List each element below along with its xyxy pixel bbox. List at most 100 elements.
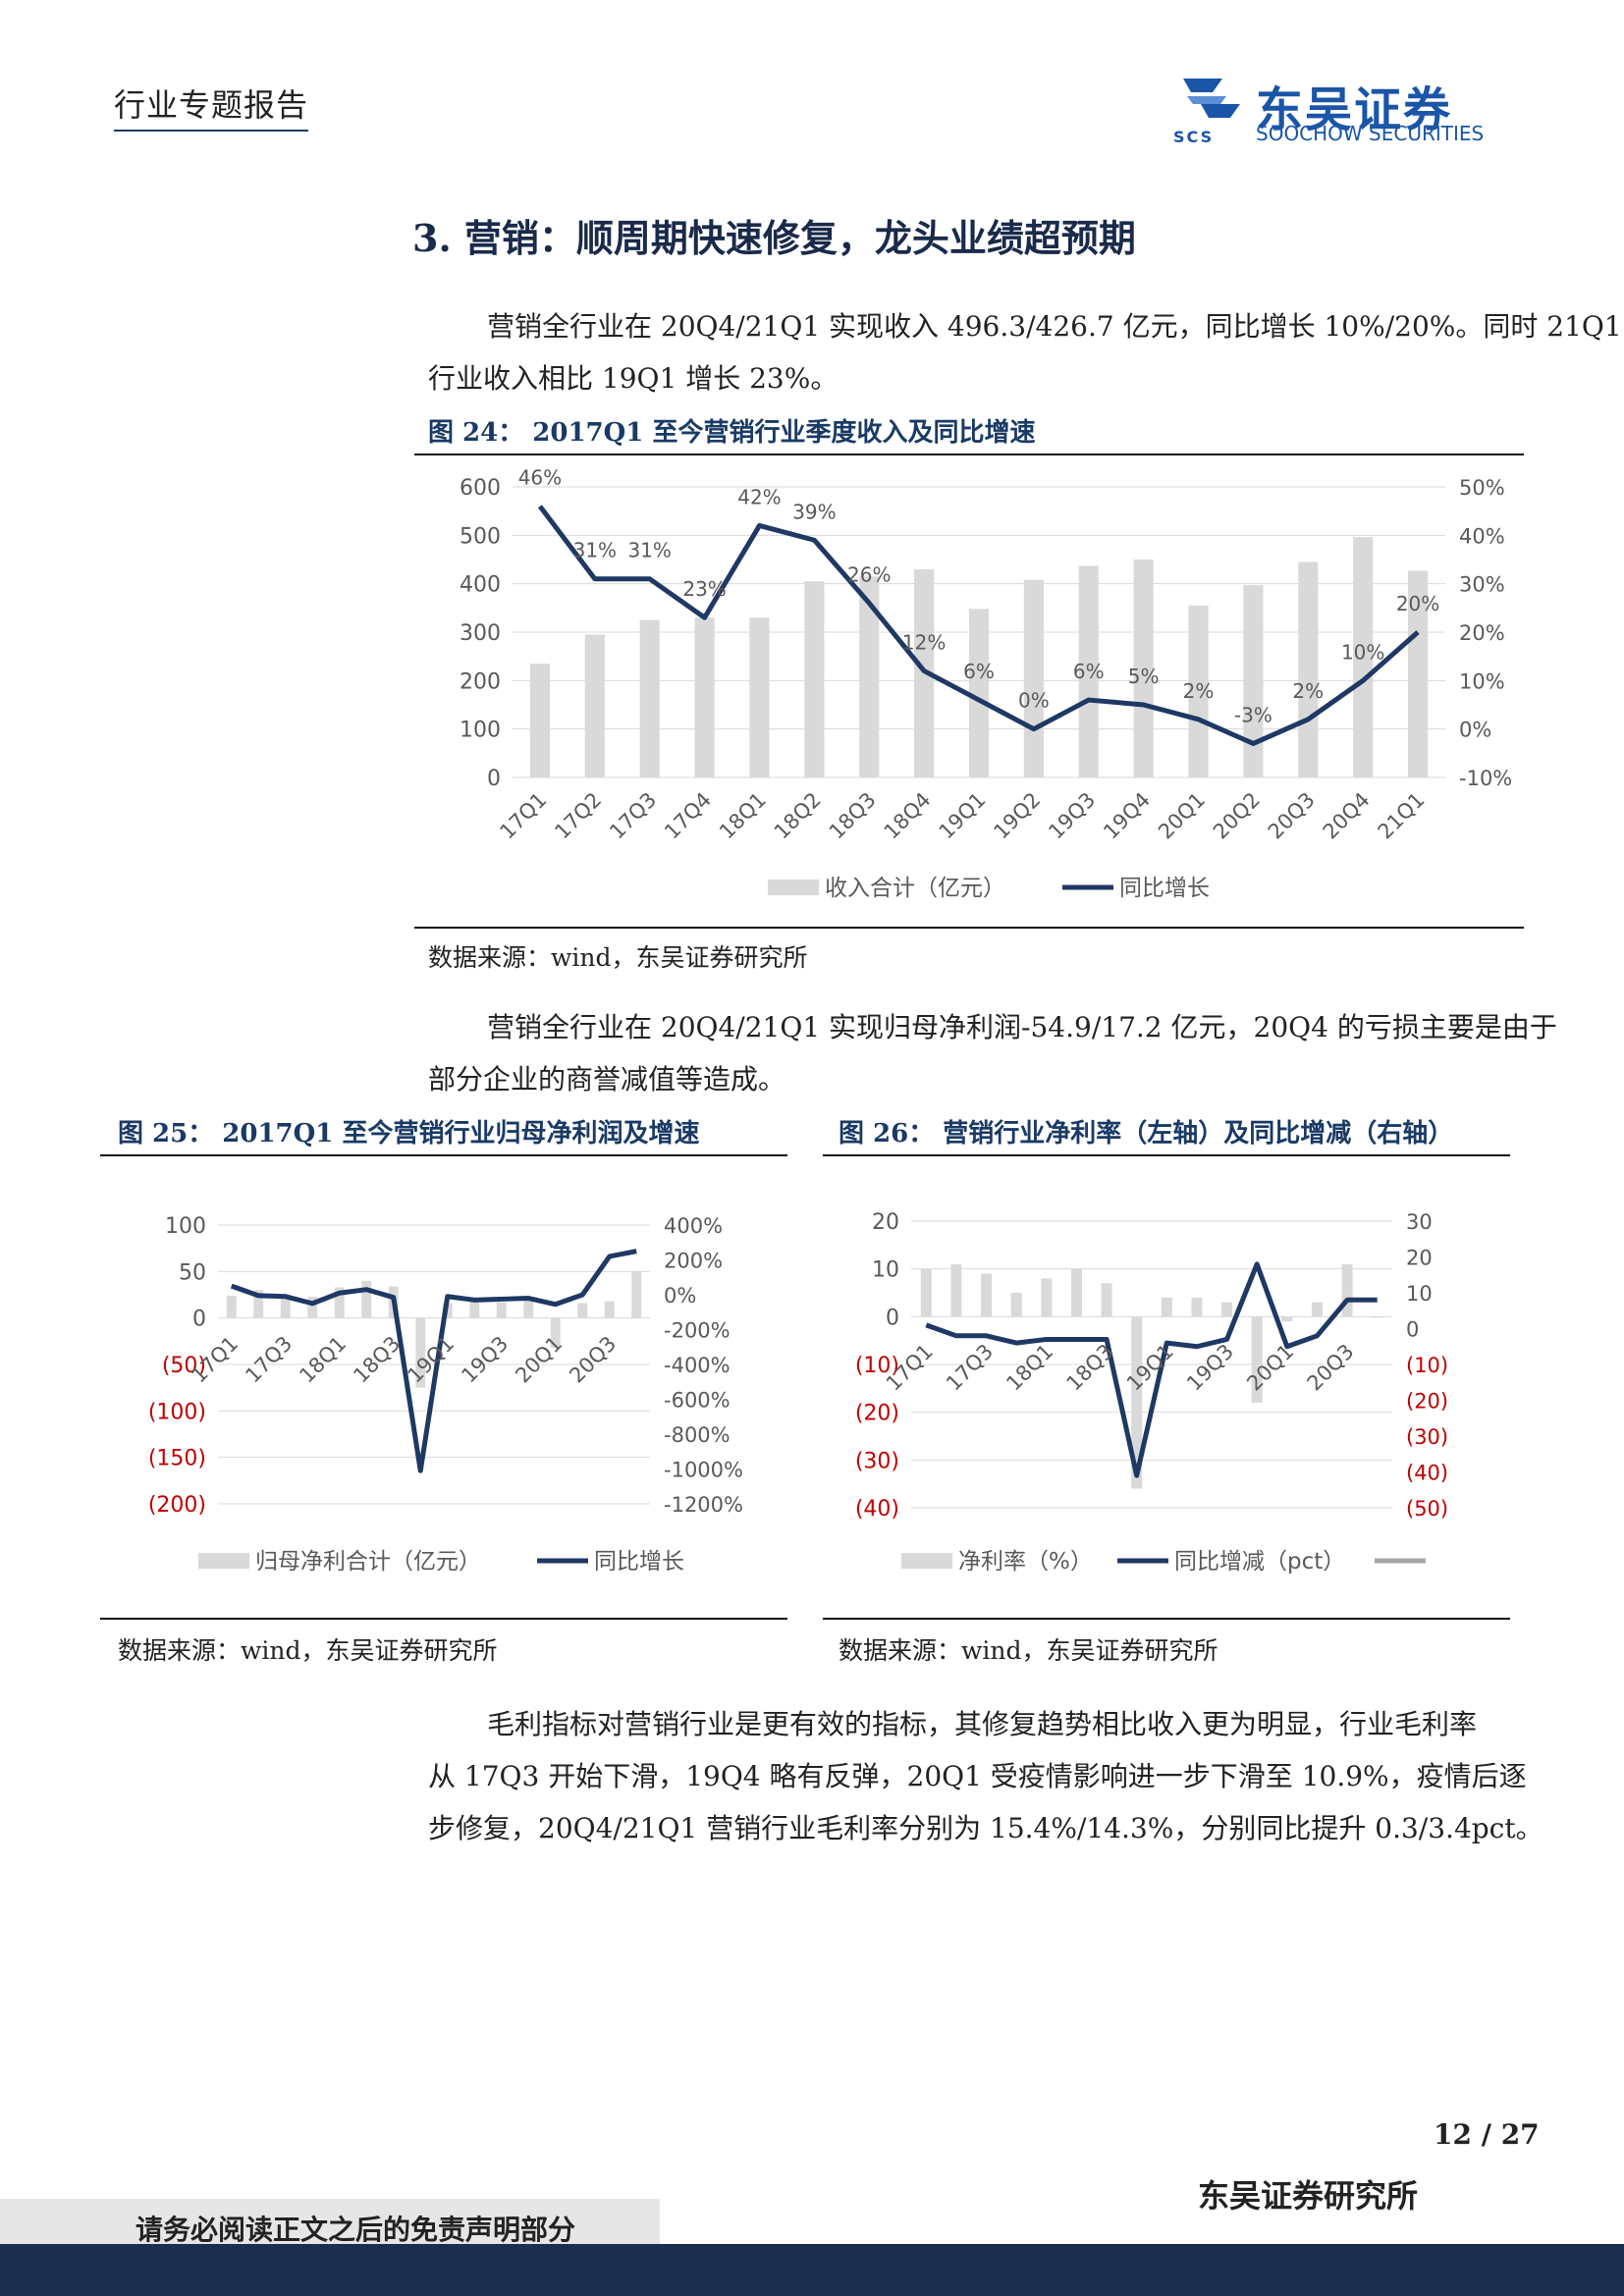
- data-label: 42%: [737, 485, 781, 508]
- y-right-tick-label: 20%: [1459, 621, 1505, 645]
- report-type-label: 行业专题报告: [114, 80, 309, 132]
- y-left-tick-label: (200): [148, 1493, 206, 1518]
- legend-bar-label: 净利率（%）: [958, 1549, 1093, 1575]
- bar: [920, 1268, 932, 1317]
- data-label: 12%: [902, 630, 946, 654]
- bar: [604, 1301, 615, 1318]
- y-left-tick-label: 600: [460, 476, 501, 501]
- bar: [550, 1317, 561, 1348]
- figure-26-title: 图 26： 营销行业净利率（左轴）及同比增减（右轴）: [839, 1119, 1454, 1148]
- x-tick-label: 18Q1: [1001, 1340, 1057, 1396]
- paragraph-2-line-1: 营销全行业在 20Q4/21Q1 实现归母净利润-54.9/17.2 亿元，20…: [487, 1011, 1557, 1043]
- legend-line-label: 同比增减（pct）: [1174, 1549, 1345, 1575]
- bar: [1023, 579, 1044, 777]
- data-label: 0%: [1018, 689, 1050, 713]
- bar: [639, 619, 660, 777]
- bar: [1131, 1316, 1143, 1489]
- x-tick-label: 17Q3: [942, 1340, 998, 1396]
- x-tick-label: 18Q3: [1062, 1340, 1118, 1396]
- data-label: 10%: [1341, 640, 1384, 664]
- data-label: 2%: [1183, 679, 1215, 703]
- y-left-tick-label: 500: [460, 524, 501, 549]
- page-number: 12 / 27: [1434, 2118, 1540, 2151]
- bar: [226, 1295, 237, 1318]
- data-label: 39%: [792, 500, 836, 523]
- x-tick-label: 18Q1: [295, 1332, 351, 1388]
- y-left-tick-label: (150): [148, 1447, 206, 1471]
- x-tick-label: 17Q1: [495, 788, 551, 844]
- data-label: 23%: [682, 577, 726, 601]
- figure-25-bottom-rule: [100, 1618, 787, 1620]
- x-tick-label: 17Q3: [241, 1332, 297, 1388]
- x-tick-label: 19Q1: [1122, 1340, 1178, 1396]
- bar: [584, 634, 605, 777]
- y-right-tick-label: (10): [1406, 1354, 1448, 1377]
- legend-bar-label: 收入合计（亿元）: [825, 876, 1005, 901]
- y-left-tick-label: 300: [460, 621, 501, 646]
- bar: [469, 1301, 480, 1318]
- y-right-tick-label: -10%: [1459, 767, 1512, 790]
- company-logo: 东吴证券 SOOCHOW SECURITIES SCS: [1173, 71, 1497, 149]
- y-right-tick-label: (20): [1406, 1390, 1448, 1414]
- paragraph-3-line-1: 毛利指标对营销行业是更有效的指标，其修复趋势相比收入更为明显，行业毛利率: [487, 1708, 1478, 1740]
- x-tick-label: 18Q2: [770, 788, 826, 844]
- x-tick-label: 19Q3: [1044, 788, 1100, 844]
- figure-24-bottom-rule: [414, 927, 1524, 929]
- x-tick-label: 18Q3: [349, 1332, 405, 1388]
- legend-bar-swatch: [198, 1553, 249, 1569]
- x-tick-label: 18Q4: [880, 788, 936, 844]
- bar: [523, 1299, 534, 1318]
- x-tick-label: 19Q4: [1099, 788, 1155, 844]
- data-label: 31%: [573, 539, 617, 562]
- y-right-tick-label: -1000%: [664, 1459, 743, 1482]
- bar: [361, 1280, 372, 1318]
- bar: [1281, 1316, 1293, 1322]
- bar: [749, 617, 770, 777]
- bar: [1311, 1302, 1323, 1317]
- bar: [1078, 565, 1099, 777]
- line-series: [537, 505, 1420, 746]
- data-label: 31%: [627, 539, 671, 562]
- x-tick-label: 19Q3: [457, 1332, 513, 1388]
- legend-bar-swatch: [901, 1553, 952, 1569]
- y-right-tick-label: 0: [1406, 1318, 1419, 1342]
- y-left-tick-label: 100: [165, 1214, 206, 1239]
- legend-bar-label: 归母净利合计（亿元）: [255, 1549, 481, 1575]
- bar: [804, 581, 825, 777]
- y-left-tick-label: 0: [192, 1308, 206, 1332]
- y-right-tick-label: -400%: [664, 1354, 731, 1377]
- line-series: [925, 1261, 1378, 1478]
- bar: [1251, 1316, 1263, 1403]
- bar: [631, 1271, 642, 1318]
- logo-abbr-text: SCS: [1173, 128, 1215, 146]
- bar: [307, 1296, 318, 1318]
- bar: [1041, 1278, 1053, 1317]
- footer-band: [0, 2244, 1624, 2296]
- bar: [950, 1263, 962, 1317]
- y-right-tick-label: 0%: [1459, 719, 1491, 742]
- bar: [1221, 1302, 1233, 1317]
- figure-25-chart: 100 50 0 (50) (100) (150) (200) 400% 200% 0% -200%…: [148, 1214, 743, 1575]
- paragraph-1-line-1: 营销全行业在 20Q4/21Q1 实现收入 496.3/426.7 亿元，同比增…: [487, 310, 1622, 343]
- x-tick-label: 19Q1: [935, 788, 991, 844]
- bar: [1010, 1293, 1022, 1317]
- y-left-tick-label: 50: [179, 1260, 206, 1285]
- y-right-tick-label: 40%: [1459, 524, 1505, 548]
- figure-26-top-rule: [823, 1154, 1510, 1156]
- section-title: 3. 营销：顺周期快速修复，龙头业绩超预期: [412, 216, 1136, 260]
- bar: [859, 576, 880, 777]
- bar: [968, 609, 990, 777]
- x-tick-label: 18Q3: [825, 788, 881, 844]
- y-left-tick-label: (50): [162, 1354, 206, 1378]
- legend-bar-swatch: [768, 880, 819, 895]
- y-left-tick-label: (30): [855, 1449, 899, 1473]
- y-left-tick-label: (100): [148, 1400, 206, 1424]
- bar: [1070, 1268, 1082, 1317]
- figure-24-top-rule: [414, 454, 1524, 455]
- data-label: -3%: [1234, 703, 1272, 726]
- x-tick-label: 19Q1: [403, 1332, 459, 1388]
- y-right-tick-label: 10: [1406, 1282, 1433, 1306]
- figure-26-bottom-rule: [823, 1618, 1510, 1620]
- bar: [1101, 1283, 1112, 1317]
- paragraph-2-line-2: 部分企业的商誉减值等造成。: [428, 1063, 786, 1095]
